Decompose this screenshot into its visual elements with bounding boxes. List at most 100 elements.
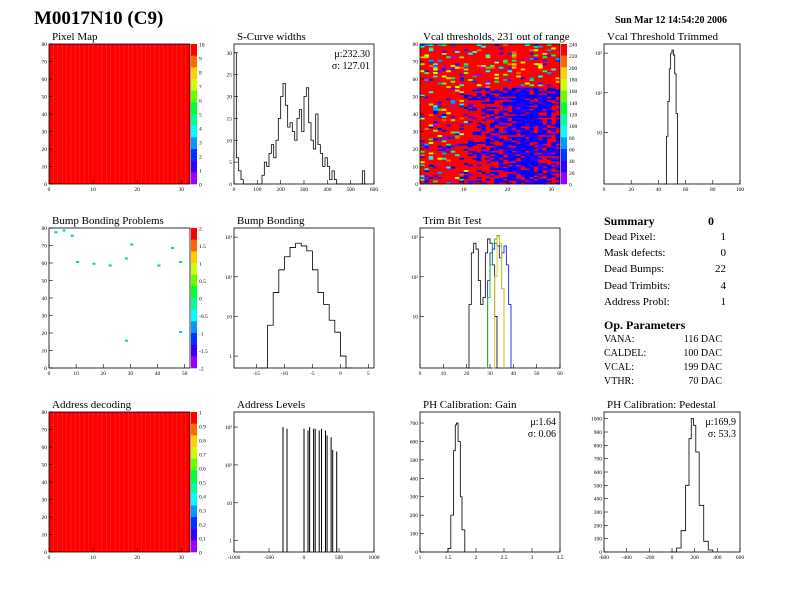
map-cell: [485, 54, 491, 57]
palette-band: [561, 79, 567, 91]
map-cell: [459, 100, 464, 102]
map-cell: [441, 51, 447, 53]
map-cell: [520, 108, 526, 111]
map-cell: [533, 108, 539, 111]
map-cell: [555, 142, 561, 144]
map-cell: [472, 131, 478, 134]
palette-tick-label: -2: [199, 367, 204, 373]
map-cell: [511, 152, 517, 155]
map-cell: [463, 63, 469, 66]
map-cell: [507, 128, 513, 130]
stat-label: σ: 0.06: [528, 429, 556, 440]
map-cell: [525, 152, 530, 155]
map-cell: [546, 98, 552, 101]
map-cell: [546, 89, 552, 92]
map-cell: [546, 44, 552, 46]
map-cell: [529, 121, 534, 123]
x-tick-label: 5: [367, 371, 370, 377]
y-tick-label: 400: [410, 476, 419, 482]
map-cell: [525, 140, 530, 143]
map-cell: [546, 173, 552, 176]
map-cell: [450, 145, 456, 148]
palette-band: [561, 137, 567, 150]
map-cell: [490, 124, 495, 127]
map-cell: [511, 133, 517, 136]
map-cell: [533, 112, 539, 115]
map-cell: [520, 157, 526, 160]
param-label: VTHR:: [604, 375, 634, 387]
map-cell: [520, 115, 526, 118]
map-cell: [520, 149, 526, 151]
x-tick-label: 0: [339, 371, 342, 377]
x-tick-label: 20: [628, 187, 634, 193]
map-cell: [498, 177, 504, 179]
map-cell: [546, 166, 552, 169]
map-cell: [433, 121, 438, 123]
map-cell: [507, 91, 513, 94]
palette-tick-label: 1.5: [199, 244, 206, 250]
plot-frame: [233, 227, 375, 369]
map-cell: [542, 150, 548, 153]
summary-label: Dead Trimbits:: [604, 279, 671, 292]
x-tick-label: 10: [90, 187, 96, 193]
y-tick-label: 80: [42, 410, 48, 416]
map-cell: [511, 143, 517, 146]
map-cell: [538, 91, 543, 94]
map-cell: [555, 136, 561, 139]
map-cell: [546, 49, 552, 52]
map-cell: [503, 168, 508, 171]
map-cell: [525, 91, 530, 94]
map-cell: [441, 147, 447, 150]
scurve-widths-chart: S-Curve widths 0 100 200 300 400 500 600 0 5 10 15 2…: [227, 31, 379, 193]
map-cell: [516, 96, 521, 99]
x-tick-label: 200: [277, 187, 286, 193]
map-cell: [428, 138, 434, 141]
map-cell: [516, 119, 521, 122]
map-cell: [516, 115, 521, 118]
map-cell: [555, 171, 561, 174]
map-cell: [490, 171, 495, 174]
map-cell: [511, 124, 517, 127]
map-cell: [529, 135, 534, 137]
map-cell: [520, 61, 526, 64]
map-cell: [529, 49, 534, 52]
map-cell: [551, 54, 556, 57]
map-cell: [525, 175, 530, 178]
x-tick-label: -400: [622, 555, 632, 561]
map-cell: [538, 154, 543, 157]
palette-tick-label: 0.2: [199, 523, 206, 529]
x-tick-label: 0: [671, 555, 674, 561]
map-cell: [551, 98, 556, 101]
map-cell: [476, 164, 482, 167]
map-cell: [441, 157, 447, 160]
map-cell: [437, 157, 443, 160]
plot-frame: [603, 43, 741, 185]
map-cell: [472, 51, 478, 53]
map-cell: [538, 180, 543, 183]
map-cell: [538, 94, 543, 97]
summary-value: 22: [715, 263, 726, 276]
map-cell: [459, 180, 464, 183]
map-cell: [529, 163, 534, 165]
x-tick-label: 20: [464, 371, 470, 377]
map-cell: [542, 105, 548, 108]
x-tick-label: 50: [182, 371, 188, 377]
map-cell: [551, 175, 556, 178]
map-cell: [463, 170, 469, 172]
map-cell: [498, 119, 504, 122]
map-cell: [525, 119, 530, 122]
map-cell: [529, 182, 534, 185]
y-tick-label: 70: [42, 244, 48, 250]
y-tick-label: 10: [42, 533, 48, 539]
map-cell: [525, 135, 530, 137]
map-cell: [490, 131, 495, 134]
palette-tick-label: 4: [199, 127, 202, 133]
map-cell: [481, 87, 486, 90]
map-cell: [476, 152, 482, 155]
map-cell: [481, 129, 486, 132]
histogram-series: [485, 242, 512, 369]
map-cell: [507, 182, 513, 185]
map-cell: [507, 140, 513, 143]
map-cell: [420, 168, 425, 171]
map-cell: [485, 112, 491, 115]
